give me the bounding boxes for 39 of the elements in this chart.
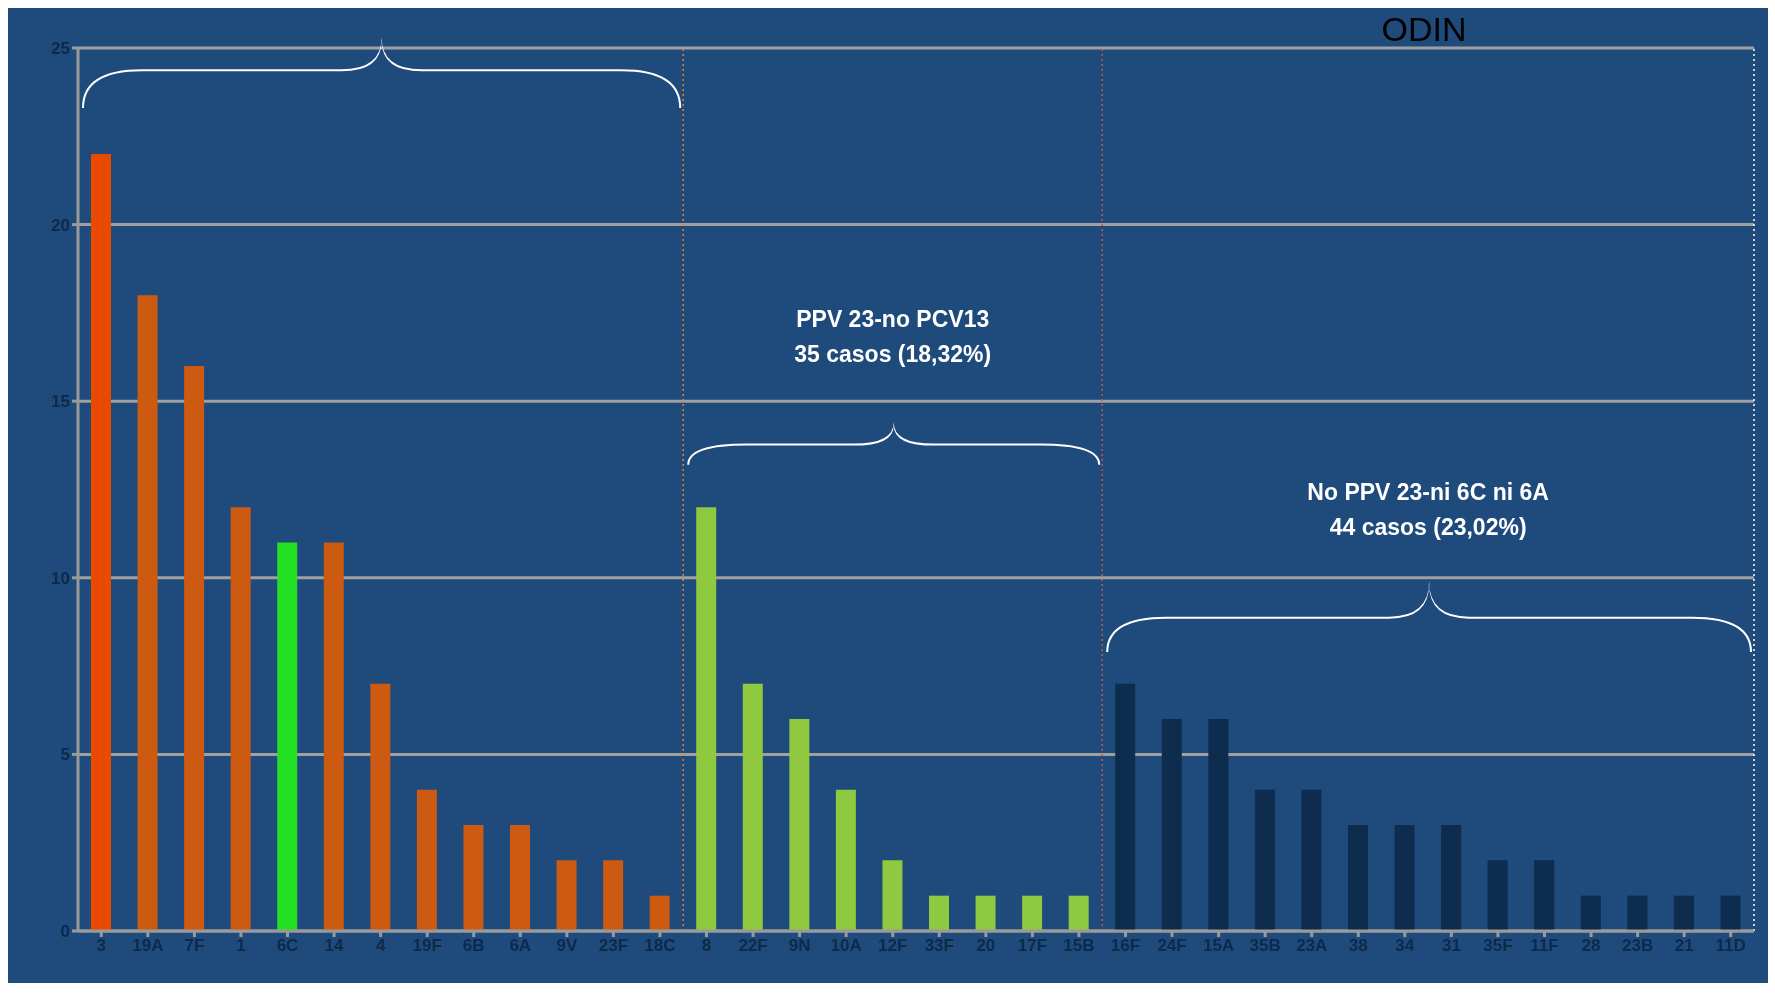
bar	[137, 295, 158, 931]
bar	[882, 860, 903, 931]
bar	[1208, 719, 1229, 931]
bar	[1161, 719, 1182, 931]
bar	[696, 507, 717, 931]
bar	[370, 683, 391, 931]
bar	[1441, 825, 1462, 931]
bar	[1115, 683, 1136, 931]
bar	[463, 825, 484, 931]
bar	[649, 895, 670, 931]
bar	[184, 365, 205, 931]
bar	[742, 683, 763, 931]
bar	[1301, 789, 1322, 931]
bar	[789, 719, 810, 931]
chart-title: ODIN	[1381, 10, 1467, 49]
annotation: PPV 23-no PCV13 35 casos (18,32%)	[793, 305, 993, 370]
bar	[230, 507, 251, 931]
bar	[929, 895, 949, 931]
bar	[416, 789, 437, 931]
bar	[323, 542, 344, 931]
bar	[1627, 895, 1648, 931]
annotation: No PPV 23-ni 6C ni 6A 44 casos (23,02%)	[1306, 478, 1550, 543]
bar	[1580, 895, 1601, 931]
bar	[1254, 789, 1275, 931]
bar	[975, 895, 996, 931]
bar	[1720, 895, 1741, 931]
bar	[510, 825, 530, 931]
bar	[1673, 895, 1694, 931]
bar	[556, 860, 577, 931]
bar	[835, 789, 856, 931]
bar	[1348, 825, 1368, 931]
bar	[1068, 895, 1089, 931]
bar	[1022, 895, 1043, 931]
bar	[277, 542, 298, 931]
bar	[1394, 825, 1415, 931]
bar	[91, 153, 111, 931]
bar	[1534, 860, 1555, 931]
bar	[1487, 860, 1508, 931]
bar	[603, 860, 624, 931]
